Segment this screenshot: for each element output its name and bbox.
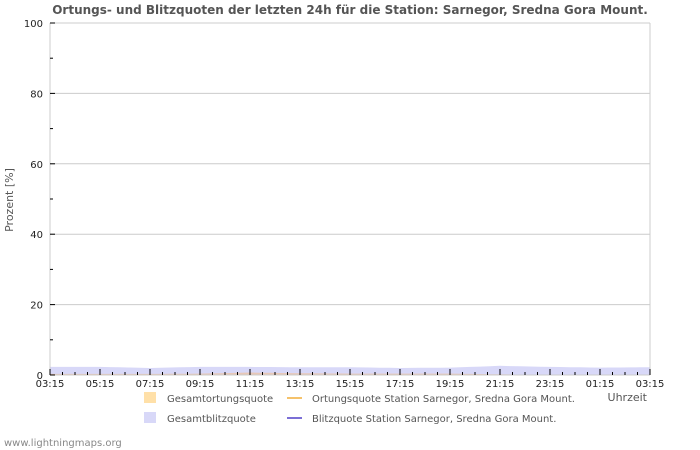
- x-tick-label: 03:15: [636, 379, 665, 390]
- legend-swatch-gesamtblitzquote: [144, 412, 156, 423]
- y-tick-label: 80: [30, 89, 43, 100]
- x-tick-label: 09:15: [186, 379, 215, 390]
- footer-url: www.lightningmaps.org: [4, 438, 122, 449]
- x-tick-label: 07:15: [136, 379, 165, 390]
- legend: Gesamtortungsquote Gesamtblitzquote Ortu…: [144, 392, 575, 425]
- x-tick-label: 19:15: [436, 379, 465, 390]
- y-tick-label: 100: [24, 19, 43, 30]
- x-axis-ticks: 03:15 05:15 07:15 09:15 11:15 13:15 15:15 17:15…: [36, 369, 665, 390]
- legend-label-blitzquote-station: Blitzquote Station Sarnegor, Sredna Gora…: [312, 414, 556, 425]
- x-tick-label: 17:15: [386, 379, 415, 390]
- y-tick-label: 60: [30, 160, 43, 171]
- legend-label-gesamtblitzquote: Gesamtblitzquote: [167, 414, 256, 425]
- y-tick-label: 0: [37, 371, 43, 382]
- y-axis-ticks: 0 20 40 60 80 100: [24, 19, 55, 382]
- legend-swatch-gesamtortungsquote: [144, 392, 156, 403]
- x-tick-label: 01:15: [586, 379, 615, 390]
- y-tick-label: 20: [30, 301, 43, 312]
- y-tick-label: 40: [30, 230, 43, 241]
- x-tick-label: 15:15: [336, 379, 365, 390]
- y-axis-label: Prozent [%]: [3, 168, 16, 232]
- x-tick-label: 23:15: [536, 379, 565, 390]
- x-tick-label: 11:15: [236, 379, 265, 390]
- axes: [49, 22, 651, 376]
- chart-title: Ortungs- und Blitzquoten der letzten 24h…: [52, 3, 648, 17]
- x-tick-label: 03:15: [36, 379, 65, 390]
- x-tick-label: 05:15: [86, 379, 115, 390]
- x-tick-label: 21:15: [486, 379, 515, 390]
- x-tick-label: 13:15: [286, 379, 315, 390]
- grid-lines: [50, 22, 650, 306]
- legend-label-ortungsquote-station: Ortungsquote Station Sarnegor, Sredna Go…: [312, 394, 575, 405]
- x-axis-label: Uhrzeit: [608, 391, 648, 404]
- legend-label-gesamtortungsquote: Gesamtortungsquote: [167, 394, 273, 405]
